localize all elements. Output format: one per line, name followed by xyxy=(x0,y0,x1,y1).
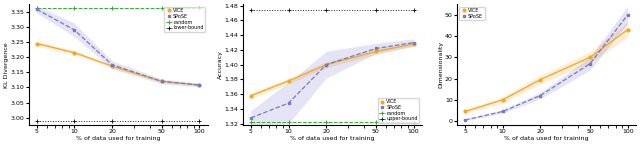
X-axis label: % of data used for training: % of data used for training xyxy=(504,136,589,141)
SPoSE xyxy=(586,63,594,65)
upper-bound xyxy=(372,9,380,11)
Line: VICE: VICE xyxy=(35,42,201,86)
SPoSE xyxy=(285,102,292,104)
SPoSE xyxy=(624,14,632,16)
Line: random: random xyxy=(248,120,416,125)
SPoSE xyxy=(70,29,78,31)
Legend: VICE, SPoSE, random, upper-bound: VICE, SPoSE, random, upper-bound xyxy=(378,98,419,123)
upper-bound xyxy=(285,9,292,11)
Line: lower-bound: lower-bound xyxy=(35,119,202,124)
VICE xyxy=(70,52,78,54)
SPoSE xyxy=(33,8,40,10)
VICE xyxy=(247,95,255,97)
Y-axis label: Accuracy: Accuracy xyxy=(218,50,223,79)
SPoSE xyxy=(247,117,255,119)
Line: random: random xyxy=(35,6,202,11)
X-axis label: % of data used for training: % of data used for training xyxy=(290,136,374,141)
Line: VICE: VICE xyxy=(250,43,415,97)
SPoSE xyxy=(461,119,469,121)
upper-bound xyxy=(410,9,417,11)
VICE xyxy=(461,111,469,112)
SPoSE xyxy=(323,64,330,66)
SPoSE xyxy=(536,95,544,96)
random xyxy=(158,7,166,9)
SPoSE xyxy=(372,48,380,49)
random xyxy=(323,122,330,123)
VICE xyxy=(499,99,506,101)
Y-axis label: Dimensionality: Dimensionality xyxy=(438,41,444,88)
VICE xyxy=(158,80,166,82)
upper-bound xyxy=(247,9,255,11)
VICE xyxy=(196,84,204,86)
Line: upper-bound: upper-bound xyxy=(248,8,416,12)
SPoSE xyxy=(410,42,417,44)
VICE xyxy=(624,29,632,31)
random xyxy=(196,7,204,9)
lower-bound xyxy=(33,120,40,122)
random xyxy=(285,122,292,123)
X-axis label: % of data used for training: % of data used for training xyxy=(76,136,160,141)
upper-bound xyxy=(323,9,330,11)
VICE xyxy=(536,79,544,80)
VICE xyxy=(372,51,380,52)
Line: SPoSE: SPoSE xyxy=(463,13,629,121)
Y-axis label: KL Divergence: KL Divergence xyxy=(4,42,9,88)
SPoSE xyxy=(196,84,204,86)
VICE xyxy=(285,80,292,82)
random xyxy=(108,7,116,9)
random xyxy=(33,7,40,9)
VICE xyxy=(33,43,40,44)
lower-bound xyxy=(108,120,116,122)
Legend: VICE, SPoSE, random, lower-bound: VICE, SPoSE, random, lower-bound xyxy=(164,7,205,32)
Line: SPoSE: SPoSE xyxy=(35,8,201,86)
random xyxy=(247,122,255,123)
lower-bound xyxy=(70,120,78,122)
lower-bound xyxy=(158,120,166,122)
random xyxy=(410,122,417,123)
Line: SPoSE: SPoSE xyxy=(250,41,415,119)
VICE xyxy=(586,56,594,58)
Line: VICE: VICE xyxy=(463,28,629,113)
SPoSE xyxy=(158,80,166,82)
VICE xyxy=(108,65,116,67)
lower-bound xyxy=(196,120,204,122)
SPoSE xyxy=(499,111,506,112)
Legend: VICE, SPoSE: VICE, SPoSE xyxy=(460,7,484,20)
VICE xyxy=(410,43,417,45)
random xyxy=(372,122,380,123)
VICE xyxy=(323,64,330,66)
SPoSE xyxy=(108,64,116,66)
random xyxy=(70,7,78,9)
